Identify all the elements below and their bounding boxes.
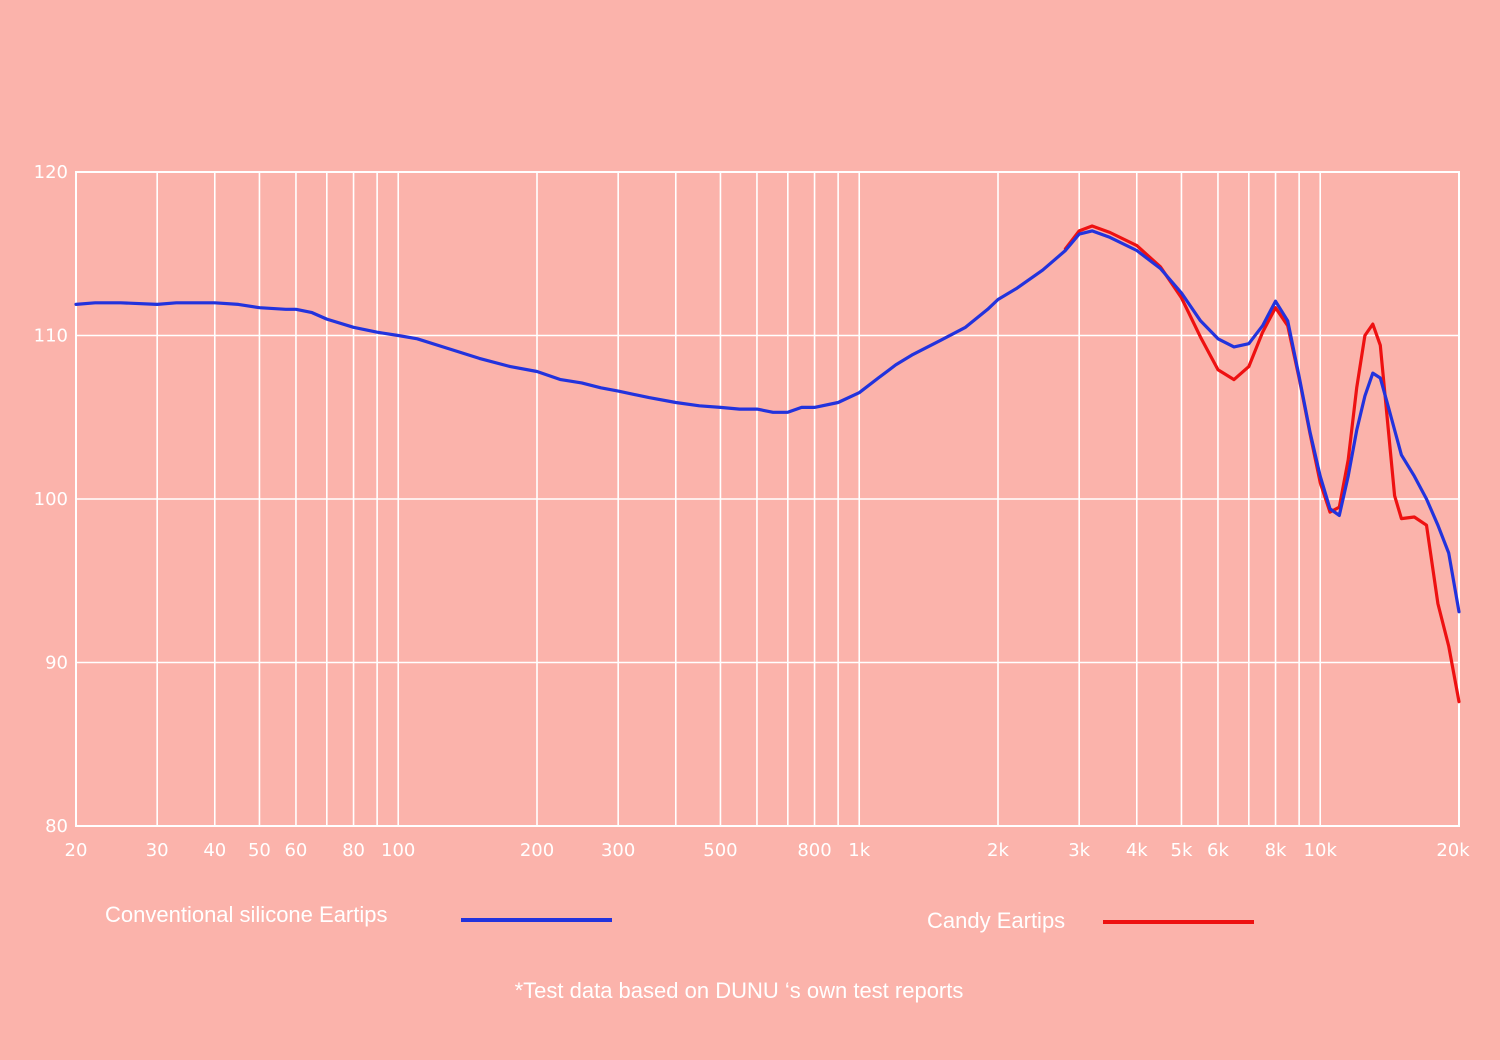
x-tick-label: 500 (703, 840, 737, 861)
y-tick-label: 100 (34, 489, 68, 510)
x-tick-label: 4k (1126, 840, 1148, 861)
x-tick-label: 200 (520, 840, 554, 861)
y-tick-label: 90 (45, 653, 68, 674)
legend-label-candy: Candy Eartips (927, 908, 1066, 933)
x-tick-label: 50 (248, 840, 271, 861)
x-tick-label: 1k (848, 840, 870, 861)
x-tick-label: 20 (65, 840, 88, 861)
x-tick-label: 8k (1265, 840, 1287, 861)
x-tick-label: 60 (284, 840, 307, 861)
x-tick-label: 40 (203, 840, 226, 861)
footnote: *Test data based on DUNU ‘s own test rep… (514, 978, 964, 1003)
y-tick-label: 80 (45, 816, 68, 837)
x-tick-label: 10k (1304, 840, 1338, 861)
frequency-response-chart: 120 110 100 90 80 20 30 40 50 60 80 100 200 300 500 800… (34, 162, 1471, 861)
y-tick-label: 110 (34, 326, 68, 347)
x-tick-label: 6k (1207, 840, 1229, 861)
x-tick-label: 2k (987, 840, 1009, 861)
x-tick-label: 80 (342, 840, 365, 861)
x-tick-label: 800 (797, 840, 831, 861)
x-tick-label: 3k (1068, 840, 1090, 861)
legend-swatch-silicone (461, 918, 612, 922)
series-line-candy (1063, 224, 1461, 704)
legend-label-silicone: Conventional silicone Eartips (105, 902, 388, 927)
y-tick-label: 120 (34, 162, 68, 183)
legend-swatch-candy (1103, 920, 1254, 924)
x-tick-label: 100 (381, 840, 415, 861)
x-tick-label: 20k (1436, 840, 1470, 861)
x-tick-label: 300 (601, 840, 635, 861)
x-tick-label: 30 (146, 840, 169, 861)
series-line-silicone (74, 229, 1461, 614)
x-tick-label: 5k (1171, 840, 1193, 861)
